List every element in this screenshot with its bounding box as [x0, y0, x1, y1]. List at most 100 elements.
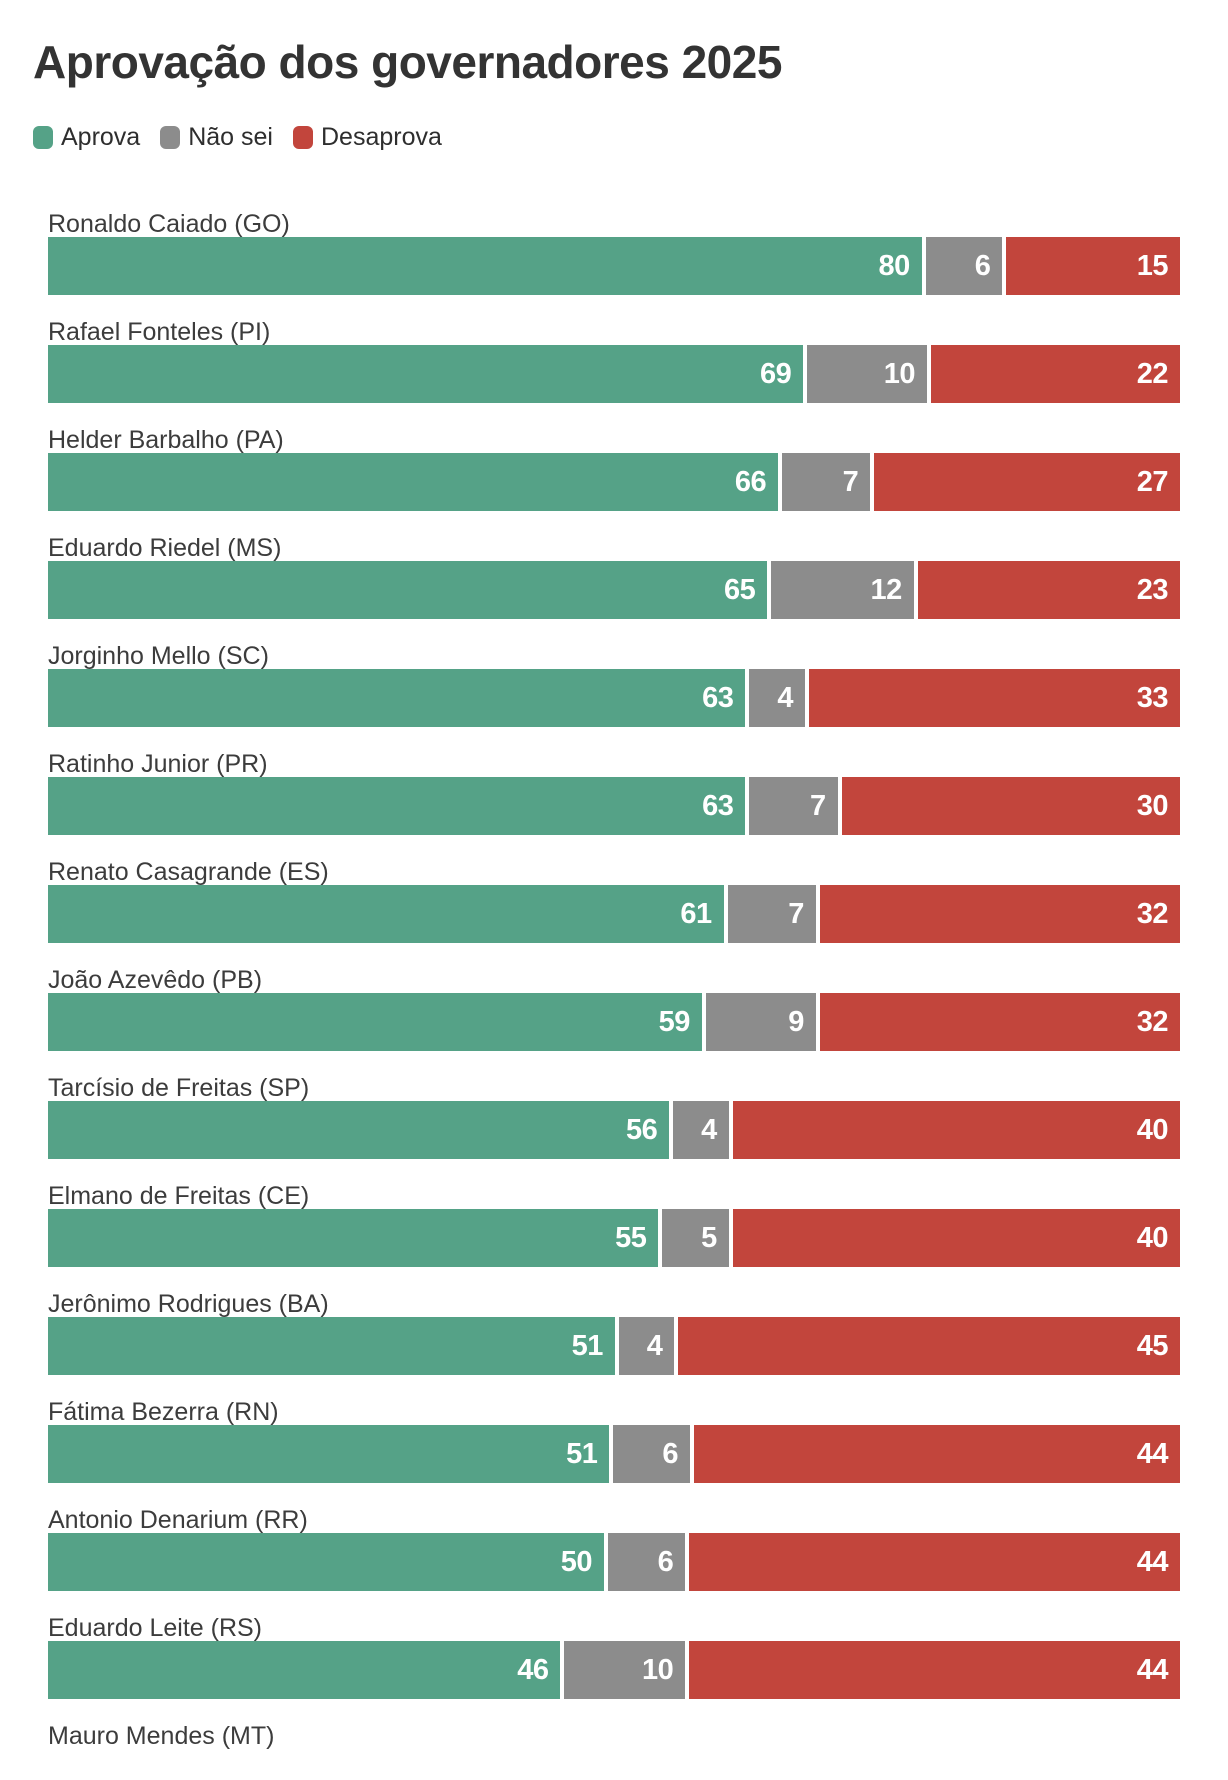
segment-nao_sei: 12	[771, 561, 914, 619]
segment-desaprova: 27	[874, 453, 1180, 511]
segment-aprova: 63	[48, 777, 746, 835]
segment-nao_sei: 9	[705, 993, 816, 1051]
segment-nao_sei: 7	[782, 453, 871, 511]
segment-value: 61	[680, 897, 712, 930]
segment-value: 12	[870, 573, 903, 606]
segment-value: 6	[974, 249, 991, 282]
governor-row: Eduardo Riedel (MS) 65 12 23	[48, 535, 1180, 619]
stacked-bar: 69 10 22	[48, 345, 1180, 403]
governor-row: Tarcísio de Freitas (SP) 56 4 40	[48, 1075, 1180, 1159]
segment-nao_sei: 4	[673, 1101, 729, 1159]
segment-value: 40	[1136, 1221, 1169, 1254]
segment-value: 6	[662, 1437, 679, 1470]
legend-swatch-nao_sei	[160, 126, 181, 149]
segment-nao_sei: 6	[613, 1425, 691, 1483]
governor-label: Eduardo Leite (RS)	[48, 1614, 263, 1642]
segment-aprova: 80	[48, 237, 922, 295]
segment-value: 56	[626, 1113, 658, 1146]
segment-nao_sei: 10	[807, 345, 927, 403]
segment-aprova: 55	[48, 1209, 659, 1267]
segment-desaprova: 30	[841, 777, 1180, 835]
segment-value: 4	[777, 681, 793, 714]
governor-label: Ronaldo Caiado (GO)	[48, 210, 290, 238]
governor-label: Helder Barbalho (PA)	[48, 426, 284, 454]
governor-row: Jerônimo Rodrigues (BA) 51 4 45	[48, 1291, 1180, 1375]
stacked-bar-chart: Ronaldo Caiado (GO) 80 6 15 Rafael Fonteles …	[48, 211, 1181, 1749]
segment-value: 22	[1136, 357, 1169, 390]
segment-aprova: 51	[48, 1317, 615, 1375]
stacked-bar: 80 6 15	[48, 237, 1180, 295]
segment-desaprova: 44	[689, 1641, 1180, 1699]
segment-value: 23	[1136, 573, 1169, 606]
segment-nao_sei: 6	[925, 237, 1003, 295]
segment-value: 4	[646, 1329, 663, 1362]
segment-aprova: 69	[48, 345, 804, 403]
segment-value: 6	[657, 1545, 674, 1578]
stacked-bar: 59 9 32	[48, 993, 1180, 1051]
governor-row: João Azevêdo (PB) 59 9 32	[48, 967, 1180, 1051]
segment-nao_sei: 4	[618, 1317, 675, 1375]
segment-nao_sei: 7	[727, 885, 816, 943]
segment-aprova: 56	[48, 1101, 670, 1159]
legend-swatch-aprova	[33, 126, 53, 149]
segment-value: 66	[734, 465, 767, 498]
stacked-bar: 56 4 40	[48, 1101, 1180, 1159]
governor-label: Mauro Mendes (MT)	[48, 1722, 275, 1750]
stacked-bar: 55 5 40	[48, 1209, 1181, 1267]
segment-value: 40	[1136, 1113, 1169, 1146]
stacked-bar: 51 6 44	[48, 1425, 1181, 1483]
segment-value: 44	[1136, 1545, 1169, 1578]
stacked-bar: 63 7 30	[48, 777, 1180, 835]
segment-value: 50	[560, 1545, 593, 1578]
governor-row: Jorginho Mello (SC) 63 4 33	[48, 643, 1180, 727]
segment-value: 7	[809, 789, 826, 822]
legend: Aprova Não sei Desaprova	[33, 125, 1195, 150]
legend-swatch-desaprova	[292, 126, 313, 149]
governor-row: Mauro Mendes (MT)	[48, 1723, 1180, 1749]
governor-label: Rafael Fonteles (PI)	[48, 318, 271, 346]
stacked-bar: 63 4 33	[48, 669, 1180, 727]
governor-label: Renato Casagrande (ES)	[48, 858, 329, 886]
segment-desaprova: 44	[694, 1425, 1181, 1483]
segment-nao_sei: 4	[749, 669, 805, 727]
segment-desaprova: 32	[819, 993, 1180, 1051]
stacked-bar: 50 6 44	[48, 1533, 1180, 1591]
segment-value: 63	[702, 681, 734, 714]
governor-label: Jorginho Mello (SC)	[48, 642, 269, 670]
stacked-bar: 66 7 27	[48, 453, 1180, 511]
segment-value: 7	[788, 897, 804, 930]
segment-value: 46	[517, 1653, 549, 1686]
segment-aprova: 63	[48, 669, 746, 727]
segment-desaprova: 44	[689, 1533, 1180, 1591]
segment-nao_sei: 5	[662, 1209, 729, 1267]
segment-desaprova: 23	[917, 561, 1180, 619]
segment-value: 33	[1136, 681, 1169, 714]
segment-value: 65	[723, 573, 756, 606]
page-title: Aprovação dos governadores 2025	[33, 36, 782, 88]
governor-row: Rafael Fonteles (PI) 69 10 22	[48, 319, 1180, 403]
segment-desaprova: 40	[732, 1101, 1180, 1159]
segment-value: 4	[701, 1113, 717, 1146]
governor-label: Antonio Denarium (RR)	[48, 1506, 308, 1534]
governor-row: Ronaldo Caiado (GO) 80 6 15	[48, 211, 1180, 295]
segment-desaprova: 45	[678, 1317, 1180, 1375]
segment-aprova: 66	[48, 453, 779, 511]
segment-aprova: 51	[48, 1425, 610, 1483]
segment-aprova: 65	[48, 561, 768, 619]
segment-desaprova: 32	[819, 885, 1180, 943]
segment-value: 9	[788, 1005, 804, 1038]
segment-value: 69	[760, 357, 792, 390]
segment-nao_sei: 10	[564, 1641, 686, 1699]
segment-nao_sei: 6	[608, 1533, 686, 1591]
governor-row: Helder Barbalho (PA) 66 7 27	[48, 427, 1180, 511]
governor-label: Elmano de Freitas (CE)	[48, 1182, 310, 1210]
stacked-bar: 51 4 45	[48, 1317, 1180, 1375]
legend-item-desaprova: Desaprova	[292, 125, 442, 150]
segment-value: 15	[1136, 249, 1169, 282]
segment-value: 32	[1136, 1005, 1169, 1038]
segment-value: 27	[1136, 465, 1169, 498]
segment-value: 30	[1136, 789, 1169, 822]
segment-aprova: 59	[48, 993, 702, 1051]
governor-label: Ratinho Junior (PR)	[48, 750, 268, 778]
segment-aprova: 46	[48, 1641, 561, 1699]
